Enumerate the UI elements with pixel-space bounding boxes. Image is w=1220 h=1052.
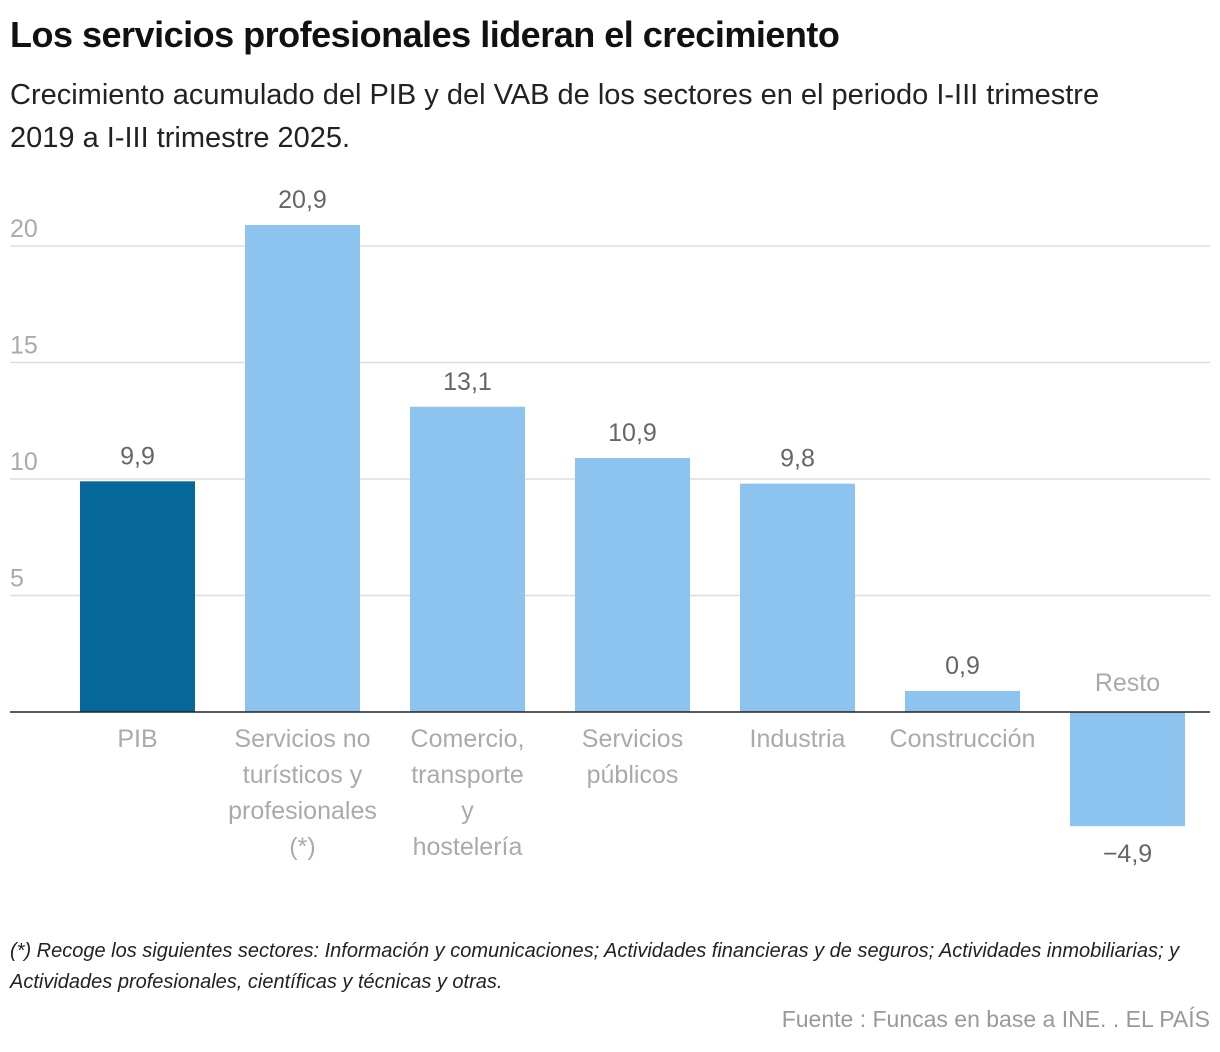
category-label: públicos (587, 761, 679, 789)
data-label: 0,9 (945, 652, 980, 680)
y-tick-label: 15 (10, 332, 38, 360)
category-label: profesionales (228, 797, 377, 825)
category-label: Construcción (890, 725, 1036, 753)
bar (575, 458, 690, 712)
category-label: y (461, 797, 474, 825)
category-label: Industria (750, 725, 846, 753)
bar (1070, 712, 1185, 827)
y-tick-label: 20 (10, 215, 38, 243)
source-credit: Fuente : Funcas en base a INE. . EL PAÍS (781, 1006, 1210, 1032)
category-label: PIB (117, 725, 157, 753)
bar (245, 225, 360, 712)
bar (410, 406, 525, 712)
data-label: 13,1 (443, 368, 492, 396)
category-label: (*) (289, 833, 315, 861)
y-tick-label: 10 (10, 448, 38, 476)
category-label: Comercio, (411, 725, 525, 753)
category-label: transporte (411, 761, 524, 789)
bar (80, 481, 195, 712)
data-label: 9,8 (780, 445, 815, 473)
data-label: 10,9 (608, 419, 657, 447)
category-label: hostelería (413, 833, 523, 861)
category-label: Servicios (582, 725, 683, 753)
data-label: 20,9 (278, 186, 327, 214)
y-tick-label: 5 (10, 565, 24, 593)
chart-title: Los servicios profesionales lideran el c… (10, 14, 840, 55)
category-label: turísticos y (243, 761, 363, 789)
category-label: Resto (1095, 669, 1160, 697)
data-label: −4,9 (1103, 840, 1152, 868)
bar (905, 691, 1020, 712)
bar (740, 483, 855, 712)
footnote: (*) Recoge los siguientes sectores: Info… (10, 940, 1180, 993)
category-label: Servicios no (234, 725, 370, 753)
chart-subtitle: Crecimiento acumulado del PIB y del VAB … (10, 79, 1100, 154)
data-label: 9,9 (120, 442, 155, 470)
